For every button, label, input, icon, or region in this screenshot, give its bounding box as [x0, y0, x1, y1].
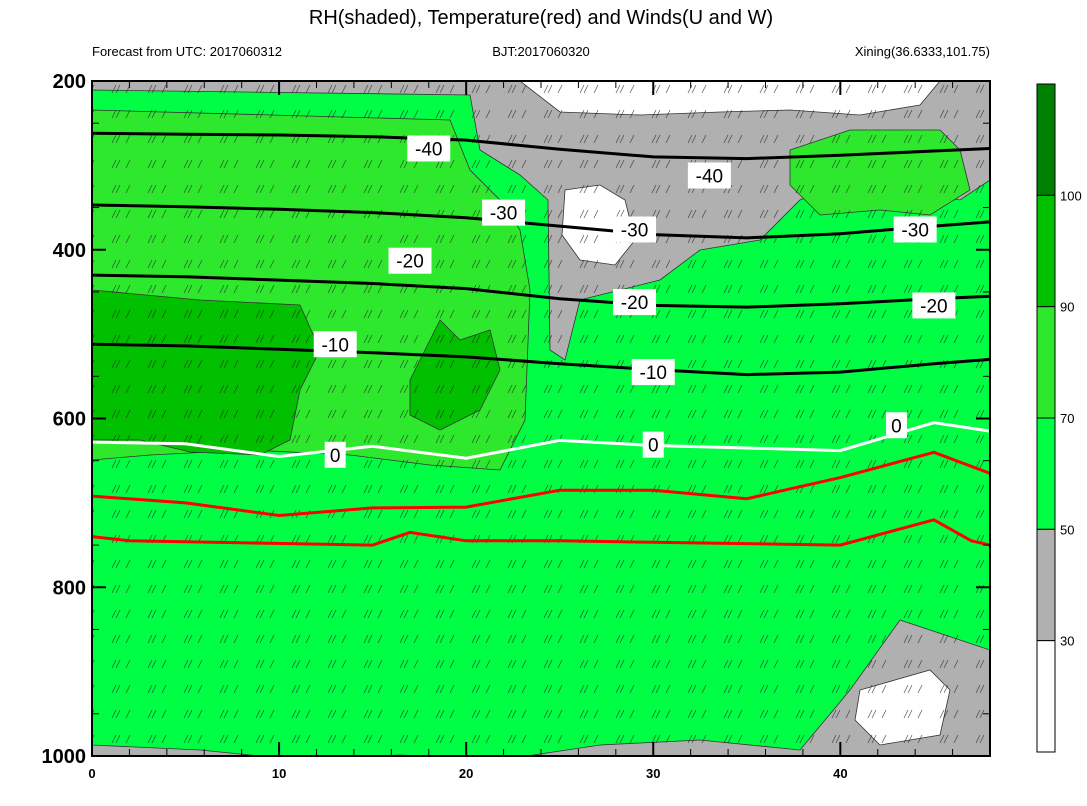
temperature-contour-line: [92, 203, 990, 240]
subtitle-bjt: BJT:2017060320: [492, 44, 590, 59]
contour-label: -20: [388, 247, 432, 274]
colorbar-label: 90: [1060, 300, 1074, 315]
contour-label-text: 0: [330, 446, 341, 467]
contour-label: -30: [893, 216, 937, 243]
contour-label: 0: [642, 431, 664, 458]
colorbar-segment: [1036, 528, 1056, 642]
contour-label-text: 0: [648, 436, 659, 457]
contour-label-box: [613, 289, 657, 316]
contour-label-text: -40: [696, 167, 723, 188]
colorbar-label: 100: [1060, 188, 1082, 203]
temperature-contour-line: [92, 342, 990, 377]
colorbar-label: 30: [1060, 634, 1074, 649]
contour-label: -10: [631, 359, 675, 386]
contour-label: -30: [482, 199, 526, 226]
contour-label-box: [893, 216, 937, 243]
y-tick-label: 1000: [42, 746, 87, 768]
contour-labels: -40 -40 -30 -30 -30 -20 -20 -20 -10 -10 0 0 0: [313, 135, 956, 468]
contour-label-text: 0: [891, 416, 902, 437]
subtitle-forecast: Forecast from UTC: 2017060312: [92, 44, 282, 59]
contour-label-text: -20: [396, 252, 423, 273]
colorbar: 100 90 70 50 30: [1036, 83, 1082, 753]
contour-label-box: [388, 247, 432, 274]
colorbar-segment: [1036, 306, 1056, 419]
y-axis: 200 400 600 800 1000: [42, 71, 990, 768]
contour-label-text: -10: [640, 363, 667, 384]
colorbar-segment: [1036, 83, 1056, 196]
temperature-contour-line: [92, 273, 990, 309]
contour-label: -20: [613, 289, 657, 316]
y-tick-label: 600: [53, 409, 86, 431]
contour-label: -40: [407, 135, 451, 162]
contour-label: -30: [613, 216, 657, 243]
contour-label-text: -10: [321, 335, 348, 356]
contour-label-text: -40: [415, 140, 442, 161]
y-tick-label: 400: [53, 240, 86, 262]
contour-label-box: [324, 441, 346, 468]
contour-label-box: [407, 135, 451, 162]
contour-label-box: [613, 216, 657, 243]
colorbar-segment: [1036, 640, 1056, 753]
contour-label-box: [631, 359, 675, 386]
colorbar-label: 70: [1060, 411, 1074, 426]
contour-label-text: -20: [920, 296, 947, 317]
temperature-contour-line: [92, 518, 990, 547]
x-tick-label: 30: [646, 766, 660, 781]
contour-label-text: -30: [901, 221, 928, 242]
colorbar-label: 50: [1060, 522, 1074, 537]
contour-label: 0: [324, 441, 346, 468]
contour-label-text: -20: [621, 293, 648, 314]
temperature-contour-line: [92, 450, 990, 518]
subtitle-station: Xining(36.6333,101.75): [855, 44, 990, 59]
contour-label-box: [642, 431, 664, 458]
contour-label-text: -30: [621, 221, 648, 242]
contour-label-box: [687, 162, 731, 189]
temperature-contour-line: [92, 131, 990, 161]
x-tick-label: 0: [88, 766, 95, 781]
contour-label: -20: [912, 292, 956, 319]
chart-title: RH(shaded), Temperature(red) and Winds(U…: [309, 7, 773, 29]
contour-label-box: [912, 292, 956, 319]
contour-label-text: -30: [490, 204, 517, 225]
x-tick-label: 20: [459, 766, 473, 781]
rh-shading: [92, 81, 990, 756]
y-tick-label: 200: [53, 71, 86, 93]
x-axis: 0 10 20 30 40: [88, 81, 954, 781]
x-tick-label: 40: [833, 766, 847, 781]
wind-barbs: [92, 81, 990, 756]
contour-label: -10: [313, 331, 357, 358]
y-tick-label: 800: [53, 577, 86, 599]
colorbar-segment: [1036, 417, 1056, 530]
contour-label-box: [482, 199, 526, 226]
contour-label: 0: [885, 412, 907, 439]
temperature-contours: [92, 131, 990, 547]
contour-label-box: [885, 412, 907, 439]
contour-label-box: [313, 331, 357, 358]
contour-label: -40: [687, 162, 731, 189]
x-tick-label: 10: [272, 766, 286, 781]
colorbar-segment: [1036, 194, 1056, 308]
temperature-contour-line: [92, 421, 990, 460]
